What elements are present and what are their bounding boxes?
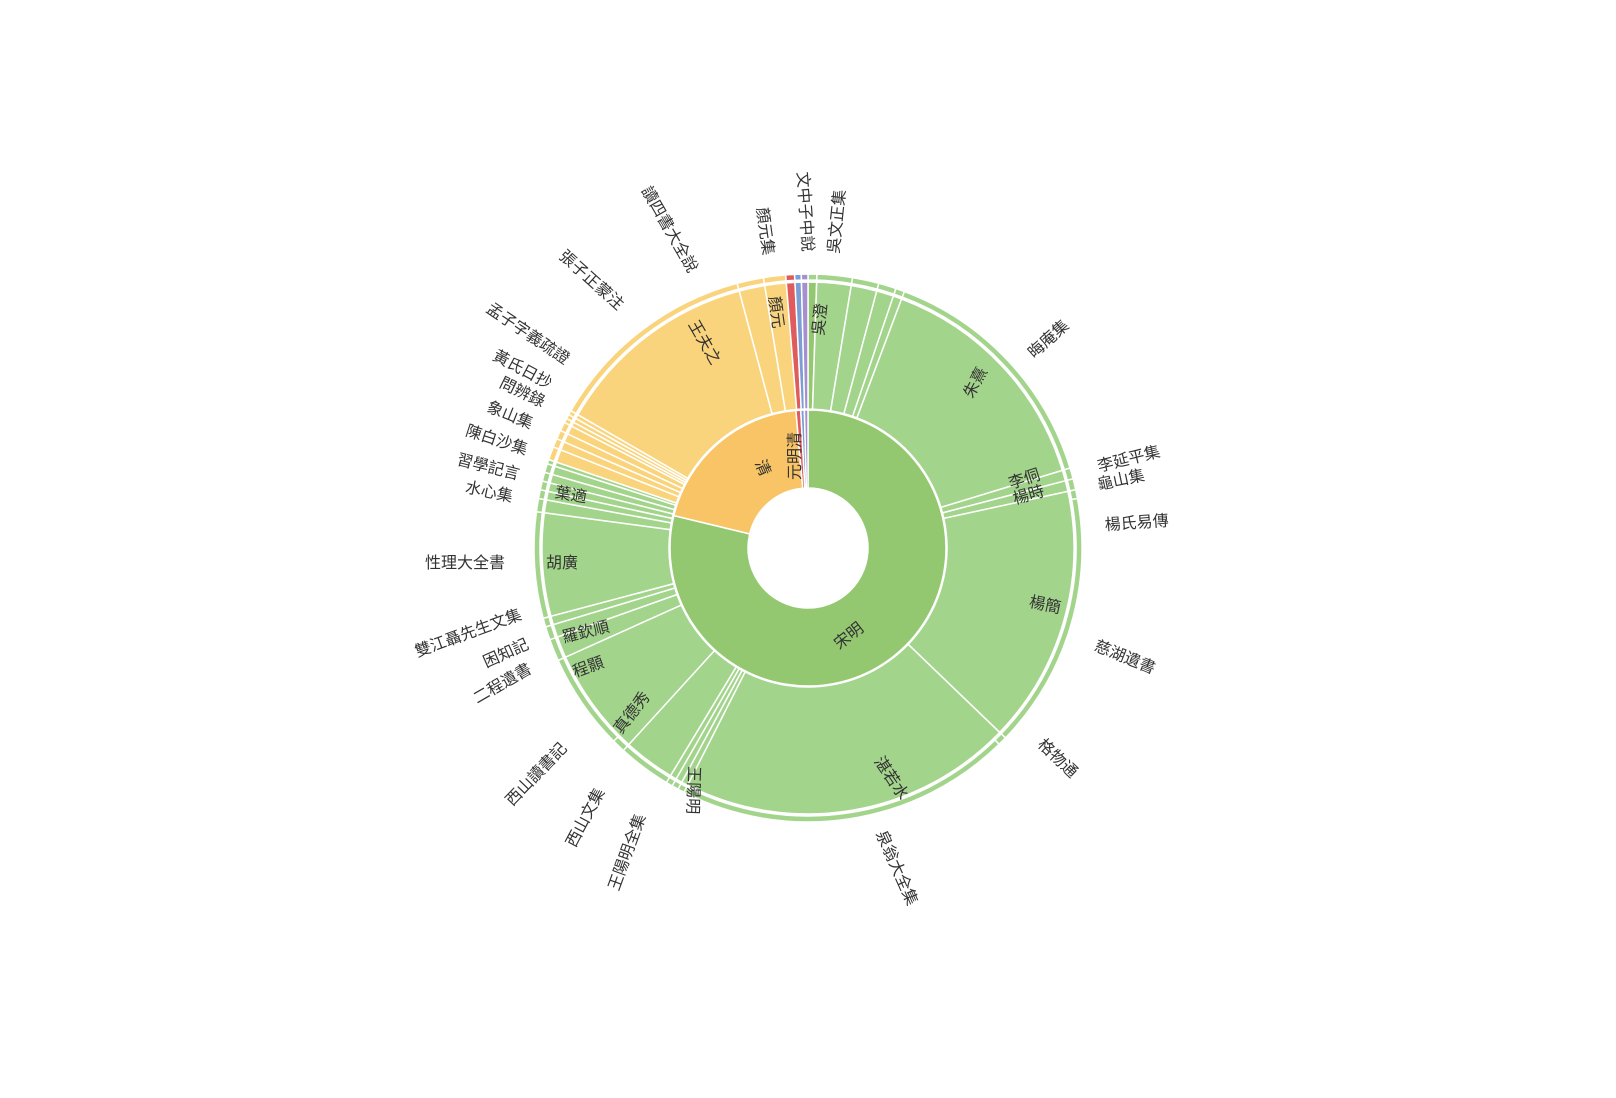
- book-label-xishan-wenji: 西山文集: [562, 785, 609, 850]
- book-slice-0[interactable]: [807, 273, 818, 281]
- author-slice-8[interactable]: [907, 490, 1075, 734]
- sunburst-slices: [533, 273, 1083, 823]
- era-label-yuan-ming-qing: 元明清: [785, 432, 804, 480]
- book-label-xingli: 性理大全書: [425, 553, 505, 572]
- book-label-quanweng: 泉翁大全集: [872, 827, 922, 908]
- era-label-qing: 清: [751, 457, 775, 479]
- book-label-huiaoji: 晦庵集: [1024, 316, 1072, 362]
- author-label-wucheng: 吳澄: [808, 303, 830, 337]
- book-label-ercheng: 二程遺書: [470, 659, 535, 707]
- book-label-gewu: 格物通: [1034, 735, 1082, 782]
- book-slice-40[interactable]: [800, 273, 809, 281]
- era-slice-0[interactable]: [669, 409, 947, 687]
- era-slice-1[interactable]: [672, 409, 804, 535]
- book-slice-7[interactable]: [1066, 477, 1077, 492]
- book-label-dusishu: 讀四書大全說: [638, 183, 702, 276]
- book-label-yanyuanji: 顏元集: [753, 206, 778, 256]
- author-slice-9[interactable]: [686, 643, 1001, 815]
- author-label-wangyangming: 王陽明: [683, 766, 704, 815]
- book-label-wangyangming-quanji: 王陽明全集: [604, 811, 649, 893]
- book-label-xishan-dushu: 西山讀書記: [501, 739, 570, 810]
- author-slice-37[interactable]: [800, 281, 809, 410]
- book-label-wuwenzheng: 吳文正集: [824, 189, 850, 255]
- book-slice-39[interactable]: [793, 273, 803, 282]
- book-slice-38[interactable]: [784, 273, 796, 282]
- book-slice-37[interactable]: [762, 274, 787, 285]
- book-label-yangshiyi: 楊氏易傳: [1104, 511, 1169, 534]
- book-label-zhangzi: 張子正蒙注: [556, 246, 628, 314]
- author-slice-5[interactable]: [855, 298, 1064, 509]
- author-label-huguang: 胡廣: [546, 553, 578, 572]
- book-label-wenzhongzi: 文中子中說: [793, 171, 818, 252]
- book-label-xixue: 習學記言: [455, 450, 522, 484]
- book-label-cihu: 慈湖遺書: [1092, 636, 1158, 678]
- book-label-shuixin: 水心集: [464, 477, 515, 506]
- book-slice-22[interactable]: [535, 497, 546, 514]
- era-slice-4[interactable]: [803, 409, 809, 489]
- author-label-yanyuan: 顏元: [765, 295, 788, 329]
